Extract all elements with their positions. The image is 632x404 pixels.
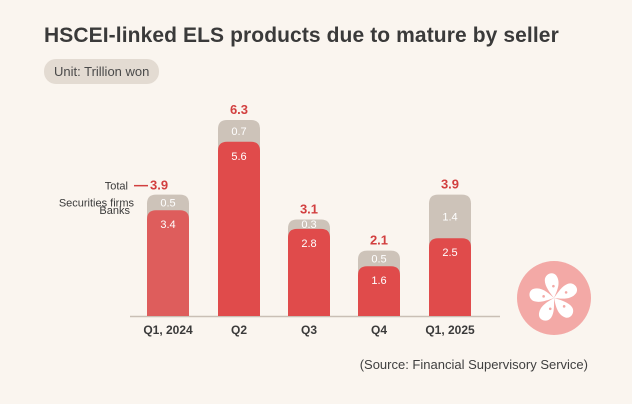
bar-banks-4 [358, 266, 400, 316]
total-value-label: 2.1 [370, 233, 388, 248]
banks-value-label: 2.8 [301, 238, 316, 250]
legend-securities-label: Securities firms [59, 197, 135, 209]
bauhinia-petal [529, 288, 554, 302]
unit-badge: Unit: Trillion won [44, 59, 160, 84]
hong-kong-bauhinia-flower-icon [517, 261, 591, 335]
banks-value-label: 1.6 [371, 275, 386, 287]
x-tick-label: Q4 [371, 323, 387, 337]
total-value-label: 3.9 [441, 177, 459, 192]
x-tick-label: Q2 [231, 323, 247, 337]
petal-star [548, 307, 552, 311]
legend-total-value: 3.9 [150, 178, 168, 193]
securities-value-label: 0.7 [231, 126, 246, 138]
bauhinia-petal [538, 298, 555, 321]
banks-value-label: 2.5 [442, 247, 457, 259]
securities-value-label: 1.4 [442, 211, 457, 223]
banks-value-label: 5.6 [231, 151, 246, 163]
bar-banks-1 [147, 210, 189, 316]
petal-star [552, 284, 555, 288]
total-value-label: 6.3 [230, 102, 248, 117]
bauhinia-petal [554, 298, 574, 318]
bar-banks-2 [218, 141, 260, 316]
bar-banks-5 [429, 238, 471, 316]
banks-value-label: 3.4 [160, 219, 175, 231]
x-tick-label: Q3 [301, 323, 317, 337]
securities-value-label: 0.5 [371, 253, 386, 265]
securities-value-label: 0.5 [160, 197, 175, 209]
securities-value-label: 0.3 [301, 219, 316, 231]
total-value-label: 3.1 [300, 202, 318, 217]
legend-banks-label: Banks [99, 205, 130, 217]
bauhinia-petal [544, 273, 559, 298]
chart-title: HSCEI-linked ELS products due to mature … [44, 24, 559, 47]
x-tick-label: Q1, 2025 [425, 323, 475, 337]
petal-star [562, 305, 566, 308]
legend-total-label: Total [105, 181, 128, 193]
source-note: (Source: Financial Supervisory Service) [359, 357, 588, 372]
petal-star [564, 291, 568, 294]
bauhinia-petal [554, 283, 578, 299]
bar-banks-3 [288, 228, 330, 316]
x-tick-label: Q1, 2024 [143, 323, 193, 337]
petal-star [542, 295, 545, 298]
